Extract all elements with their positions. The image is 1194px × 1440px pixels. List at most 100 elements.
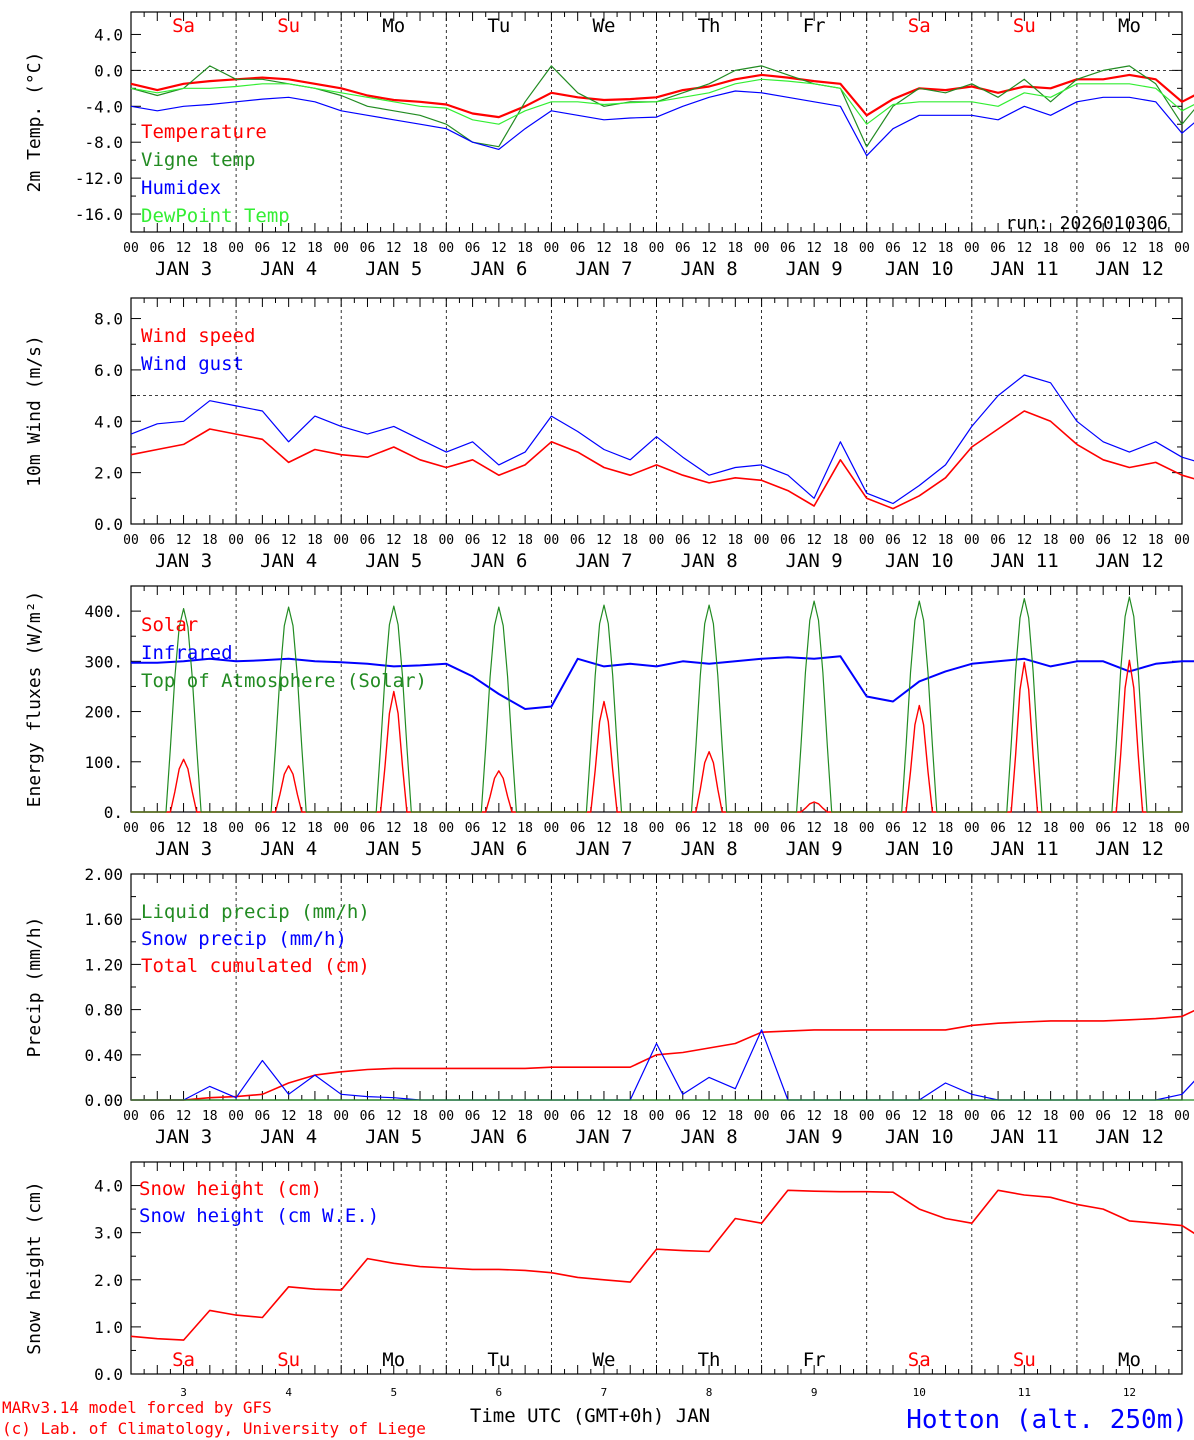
y-tick-label: -12.0 bbox=[75, 169, 123, 188]
x-tick-label: 06 bbox=[465, 1109, 481, 1124]
x-tick-label: 06 bbox=[1095, 241, 1111, 256]
day-date-label: JAN 11 bbox=[990, 550, 1059, 572]
x-tick-label: 18 bbox=[307, 241, 323, 256]
y-axis-label: 2m Temp. (°C) bbox=[24, 52, 45, 193]
x-tick-label: 18 bbox=[307, 533, 323, 548]
y-axis-label: Snow height (cm) bbox=[24, 1181, 45, 1354]
y-tick-label: 4.0 bbox=[94, 1177, 123, 1196]
x-tick-label: 00 bbox=[754, 1109, 770, 1124]
x-tick-label: 12 bbox=[911, 241, 927, 256]
legend-item: Top of Atmosphere (Solar) bbox=[141, 670, 427, 692]
x-tick-label: 00 bbox=[1069, 1109, 1085, 1124]
y-tick-label: -8.0 bbox=[84, 133, 123, 152]
x-tick-label: 06 bbox=[675, 533, 691, 548]
day-date-label: JAN 9 bbox=[786, 550, 843, 572]
x-tick-label: 00 bbox=[964, 1109, 980, 1124]
day-date-label: JAN 11 bbox=[990, 1126, 1059, 1148]
x-tick-label: 18 bbox=[622, 533, 638, 548]
x-tick-label: 18 bbox=[517, 241, 533, 256]
x-tick-label: 00 bbox=[859, 533, 875, 548]
day-date-label: JAN 4 bbox=[260, 258, 317, 280]
x-tick-label: 00 bbox=[1069, 241, 1085, 256]
day-date-label: JAN 6 bbox=[470, 838, 527, 860]
x-tick-label: 06 bbox=[570, 533, 586, 548]
x-tick-label: 00 bbox=[964, 821, 980, 836]
weekday-label: Th bbox=[698, 1349, 721, 1371]
series-line-top-of-atmosphere-solar- bbox=[131, 596, 1182, 813]
series-line-humidex bbox=[130, 90, 1194, 157]
legend-item: Snow height (cm W.E.) bbox=[139, 1205, 379, 1227]
y-tick-label: 1.20 bbox=[84, 955, 123, 974]
day-date-label: JAN 3 bbox=[155, 550, 212, 572]
x-tick-label: 00 bbox=[859, 241, 875, 256]
x-tick-label: 18 bbox=[412, 241, 428, 256]
x-tick-label: 00 bbox=[438, 821, 454, 836]
weekday-label: Sa bbox=[908, 1349, 931, 1371]
day-date-label: JAN 7 bbox=[575, 838, 632, 860]
series-line-wind-speed bbox=[130, 410, 1194, 510]
day-date-label: JAN 8 bbox=[680, 838, 737, 860]
x-tick-label: 06 bbox=[780, 821, 796, 836]
x-tick-label: 06 bbox=[570, 821, 586, 836]
x-tick-label: 06 bbox=[149, 1109, 165, 1124]
y-axis-label: 10m Wind (m/s) bbox=[24, 335, 45, 487]
day-number-label: 10 bbox=[913, 1386, 926, 1399]
day-date-label: JAN 3 bbox=[155, 1126, 212, 1148]
x-tick-label: 00 bbox=[544, 821, 560, 836]
day-date-label: JAN 11 bbox=[990, 838, 1059, 860]
legend-item: Snow precip (mm/h) bbox=[141, 928, 347, 950]
x-tick-label: 00 bbox=[649, 533, 665, 548]
day-date-label: JAN 3 bbox=[155, 838, 212, 860]
x-tick-label: 12 bbox=[491, 1109, 507, 1124]
day-date-label: JAN 12 bbox=[1095, 550, 1164, 572]
x-tick-label: 06 bbox=[255, 821, 271, 836]
weekday-label: Fr bbox=[803, 15, 826, 37]
x-tick-label: 18 bbox=[1043, 241, 1059, 256]
panel-snow: 0.0 1.0 2.0 3.0 4.0 Snow height (cm) Sa Su Mo Tu W… bbox=[24, 1161, 1194, 1399]
x-tick-label: 18 bbox=[307, 821, 323, 836]
day-date-label: JAN 4 bbox=[260, 838, 317, 860]
day-number-label: 7 bbox=[601, 1386, 608, 1399]
x-tick-label: 06 bbox=[675, 821, 691, 836]
day-number-label: 4 bbox=[285, 1386, 292, 1399]
x-tick-label: 00 bbox=[333, 533, 349, 548]
x-tick-label: 00 bbox=[123, 533, 139, 548]
x-tick-label: 12 bbox=[491, 821, 507, 836]
x-tick-label: 06 bbox=[1095, 533, 1111, 548]
legend-item: Temperature bbox=[141, 121, 267, 143]
x-tick-label: 00 bbox=[1174, 821, 1190, 836]
weekday-label: Th bbox=[698, 15, 721, 37]
day-number-label: 12 bbox=[1123, 1386, 1136, 1399]
x-tick-label: 18 bbox=[622, 241, 638, 256]
x-tick-label: 00 bbox=[438, 1109, 454, 1124]
weekday-label: Mo bbox=[1118, 15, 1141, 37]
y-tick-label: 0.00 bbox=[84, 1091, 123, 1110]
x-tick-label: 18 bbox=[727, 241, 743, 256]
y-tick-label: 4.0 bbox=[94, 412, 123, 431]
x-tick-label: 18 bbox=[727, 1109, 743, 1124]
panel-temp: 4.0 0.0 -4.0 -8.0 -12.0 -16.0 2m Temp. (°C) 00 0… bbox=[24, 11, 1194, 280]
y-tick-label: 0.0 bbox=[94, 61, 123, 80]
day-date-label: JAN 8 bbox=[680, 258, 737, 280]
x-tick-label: 18 bbox=[1148, 241, 1164, 256]
x-tick-label: 18 bbox=[202, 533, 218, 548]
x-tick-label: 06 bbox=[465, 533, 481, 548]
y-tick-label: 0.80 bbox=[84, 1001, 123, 1020]
day-date-label: JAN 9 bbox=[786, 1126, 843, 1148]
x-tick-label: 18 bbox=[727, 533, 743, 548]
day-date-label: JAN 7 bbox=[575, 550, 632, 572]
x-tick-label: 18 bbox=[1148, 821, 1164, 836]
legend-item: Vigne temp bbox=[141, 149, 255, 171]
y-tick-label: 100. bbox=[84, 753, 123, 772]
x-tick-label: 18 bbox=[622, 1109, 638, 1124]
x-tick-label: 18 bbox=[202, 1109, 218, 1124]
x-tick-label: 00 bbox=[544, 1109, 560, 1124]
series-line-vigne-temp bbox=[130, 65, 1194, 148]
x-tick-label: 12 bbox=[1122, 533, 1138, 548]
x-tick-label: 18 bbox=[622, 821, 638, 836]
y-tick-label: 400. bbox=[84, 602, 123, 621]
day-number-label: 9 bbox=[811, 1386, 818, 1399]
day-date-label: JAN 7 bbox=[575, 1126, 632, 1148]
day-number-label: 8 bbox=[706, 1386, 713, 1399]
